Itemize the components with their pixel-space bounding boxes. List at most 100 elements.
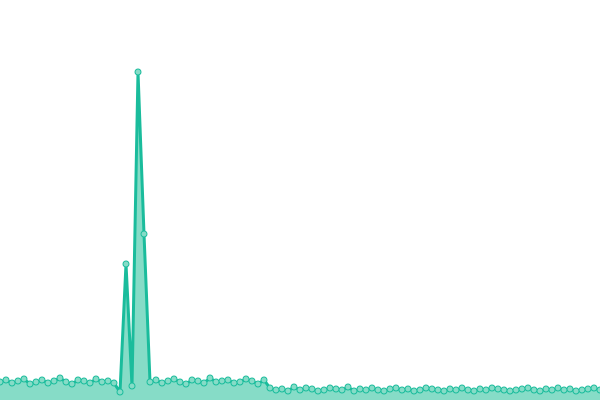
marker xyxy=(584,385,592,393)
marker xyxy=(404,385,412,393)
marker xyxy=(554,384,562,392)
marker xyxy=(26,380,34,388)
marker xyxy=(116,388,124,396)
marker xyxy=(488,384,496,392)
marker xyxy=(494,385,502,393)
marker xyxy=(272,386,280,394)
marker xyxy=(20,375,28,383)
marker xyxy=(242,375,250,383)
marker xyxy=(536,387,544,395)
marker xyxy=(524,384,532,392)
marker xyxy=(128,382,136,390)
marker xyxy=(14,377,22,385)
marker xyxy=(560,386,568,394)
marker xyxy=(452,386,460,394)
marker xyxy=(200,379,208,387)
marker xyxy=(446,385,454,393)
marker xyxy=(482,386,490,394)
marker xyxy=(152,376,160,384)
marker xyxy=(8,379,16,387)
marker xyxy=(182,380,190,388)
marker xyxy=(98,378,106,386)
marker xyxy=(428,385,436,393)
marker xyxy=(86,379,94,387)
marker xyxy=(326,384,334,392)
marker xyxy=(338,386,346,394)
marker xyxy=(32,378,40,386)
marker xyxy=(176,378,184,386)
marker xyxy=(440,387,448,395)
marker xyxy=(434,386,442,394)
marker xyxy=(572,387,580,395)
marker xyxy=(398,386,406,394)
marker xyxy=(290,383,298,391)
marker xyxy=(104,377,112,385)
marker xyxy=(236,378,244,386)
marker xyxy=(476,385,484,393)
marker xyxy=(122,260,130,268)
marker xyxy=(260,376,268,384)
marker xyxy=(464,386,472,394)
marker xyxy=(170,375,178,383)
marker xyxy=(74,376,82,384)
marker xyxy=(512,386,520,394)
marker xyxy=(530,386,538,394)
marker xyxy=(284,387,292,395)
marker xyxy=(332,385,340,393)
marker xyxy=(596,386,600,394)
marker xyxy=(2,376,10,384)
marker xyxy=(518,385,526,393)
marker xyxy=(38,376,46,384)
marker xyxy=(254,380,262,388)
marker xyxy=(80,377,88,385)
marker xyxy=(110,379,118,387)
marker xyxy=(224,376,232,384)
marker xyxy=(392,384,400,392)
area xyxy=(0,72,600,400)
marker xyxy=(146,378,154,386)
marker xyxy=(56,374,64,382)
marker xyxy=(374,386,382,394)
marker xyxy=(164,377,172,385)
marker xyxy=(590,384,598,392)
marker xyxy=(344,383,352,391)
marker xyxy=(194,377,202,385)
marker xyxy=(302,384,310,392)
line xyxy=(0,70,600,394)
marker xyxy=(314,387,322,395)
marker xyxy=(218,377,226,385)
marker xyxy=(578,386,586,394)
marker xyxy=(470,387,478,395)
marker xyxy=(500,386,508,394)
marker xyxy=(206,374,214,382)
marker xyxy=(266,384,274,392)
marker xyxy=(140,230,148,238)
marker xyxy=(548,386,556,394)
marker xyxy=(542,385,550,393)
marker xyxy=(566,385,574,393)
marker xyxy=(44,379,52,387)
marker xyxy=(320,386,328,394)
marker xyxy=(230,379,238,387)
marker xyxy=(386,385,394,393)
marker xyxy=(50,377,58,385)
marker xyxy=(212,378,220,386)
marker xyxy=(416,386,424,394)
marker xyxy=(134,68,142,76)
marker xyxy=(0,378,4,386)
marker xyxy=(308,385,316,393)
marker xyxy=(188,376,196,384)
marker xyxy=(158,379,166,387)
marker xyxy=(248,377,256,385)
marker xyxy=(368,384,376,392)
marker xyxy=(68,380,76,388)
marker xyxy=(62,378,70,386)
marker xyxy=(350,387,358,395)
marker xyxy=(506,387,514,395)
marker xyxy=(296,386,304,394)
marker xyxy=(362,386,370,394)
marker xyxy=(410,387,418,395)
marker xyxy=(356,385,364,393)
marker xyxy=(458,384,466,392)
